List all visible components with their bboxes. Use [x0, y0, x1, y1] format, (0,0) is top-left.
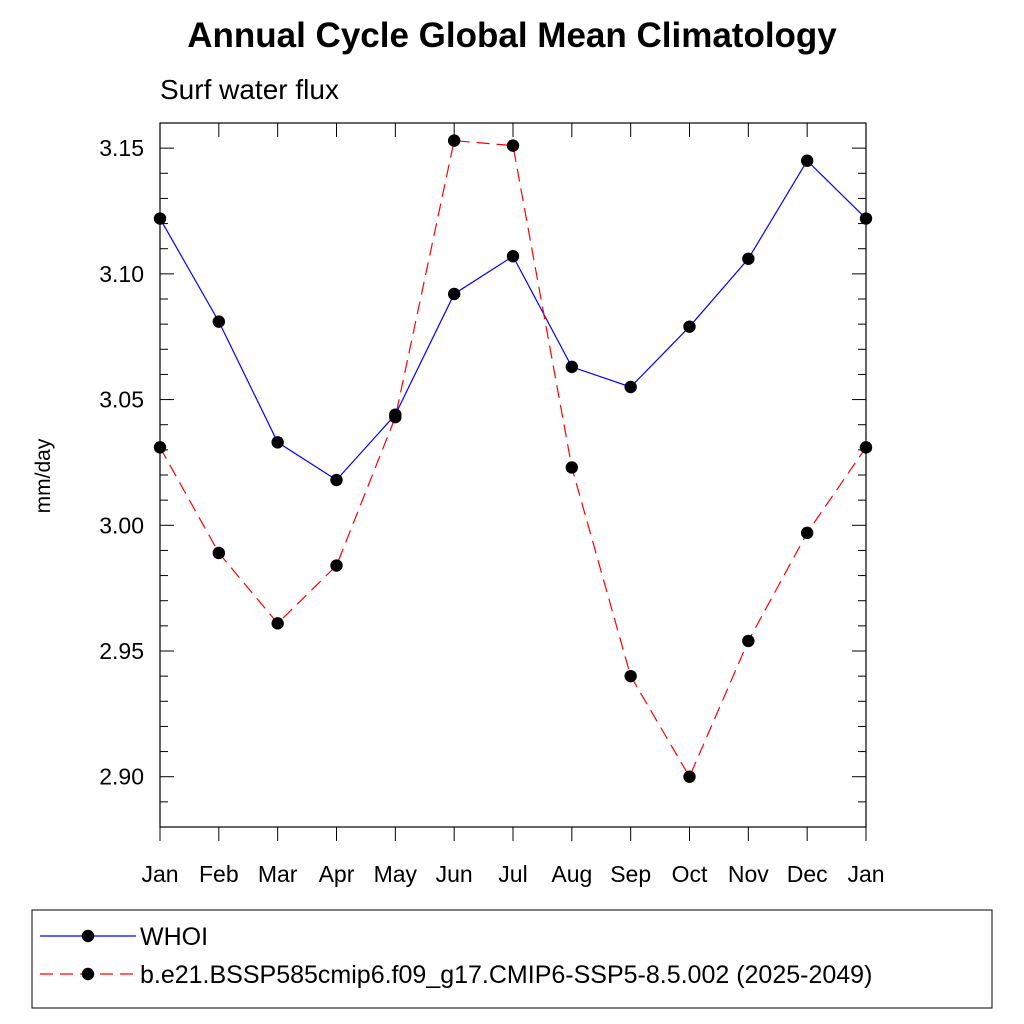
y-axis-label: mm/day — [32, 438, 55, 513]
series-2-point — [565, 461, 579, 474]
series-2-point — [683, 770, 696, 783]
x-tick-label: Nov — [728, 861, 769, 887]
legend-series-1-label: WHOI — [140, 923, 208, 951]
series-2-point — [800, 526, 814, 540]
series-1-point — [153, 212, 167, 225]
series-1-line — [159, 159, 867, 481]
x-tick-label: Feb — [199, 861, 239, 887]
x-tick-label: Dec — [787, 861, 828, 887]
series-1-point — [683, 320, 696, 333]
series-2-point — [859, 441, 873, 454]
legend: WHOI b.e21.BSSP585cmip6.f09_g17.CMIP6-SSP… — [40, 923, 872, 989]
x-tick-label: Jul — [498, 861, 527, 887]
y-tick-label: 3.05 — [99, 387, 144, 413]
plot-frame — [159, 122, 867, 828]
x-tick-label: Sep — [610, 861, 651, 887]
x-tick-label: Apr — [319, 861, 355, 887]
series-2-point — [506, 139, 520, 152]
x-tick-label: Jan — [141, 861, 178, 887]
y-tick-label: 2.95 — [99, 638, 144, 664]
series-2-point — [624, 669, 637, 683]
x-tick-label: Jun — [436, 861, 473, 887]
x-tick-label: May — [374, 861, 418, 887]
series-2-point — [742, 634, 755, 648]
series-2-point — [330, 559, 343, 572]
x-tick-label: Jan — [847, 861, 884, 887]
series-1-point — [506, 250, 520, 263]
series-1-point — [271, 436, 284, 449]
y-tick-label: 2.90 — [99, 764, 144, 790]
series-2-point — [212, 546, 226, 560]
series-1-point — [800, 154, 814, 167]
x-tick-label: Aug — [551, 861, 592, 887]
y-tick-label: 3.10 — [99, 261, 144, 287]
series-2-point — [153, 441, 167, 454]
x-tick-label: Oct — [672, 861, 708, 887]
series-1-point — [742, 252, 755, 265]
legend-box — [31, 909, 993, 1009]
x-tick-label: Mar — [258, 861, 298, 887]
series-2-point — [389, 410, 402, 424]
legend-series-2-label: b.e21.BSSP585cmip6.f09_g17.CMIP6-SSP5-8.… — [140, 961, 872, 989]
chart-subtitle: Surf water flux — [160, 74, 339, 105]
axes: 2.90 2.95 3.00 3.05 3.10 3.15 Jan Feb Mar Apr May J… — [99, 122, 885, 887]
series-1-point — [212, 315, 226, 328]
series-2-line — [159, 139, 867, 779]
y-tick-label: 3.00 — [99, 512, 144, 538]
series-1-point — [859, 212, 873, 225]
y-tick-label: 3.15 — [99, 135, 144, 161]
chart-title: Annual Cycle Global Mean Climatology — [187, 16, 837, 55]
series-1-point — [330, 473, 343, 487]
series-layer — [153, 134, 873, 783]
series-1-point — [447, 287, 461, 301]
series-1-point — [624, 380, 637, 394]
legend-series-1-marker — [81, 929, 95, 943]
series-2-point — [271, 617, 284, 630]
series-2-point — [447, 134, 461, 147]
legend-series-2-marker — [81, 967, 95, 981]
series-1-point — [565, 360, 579, 374]
